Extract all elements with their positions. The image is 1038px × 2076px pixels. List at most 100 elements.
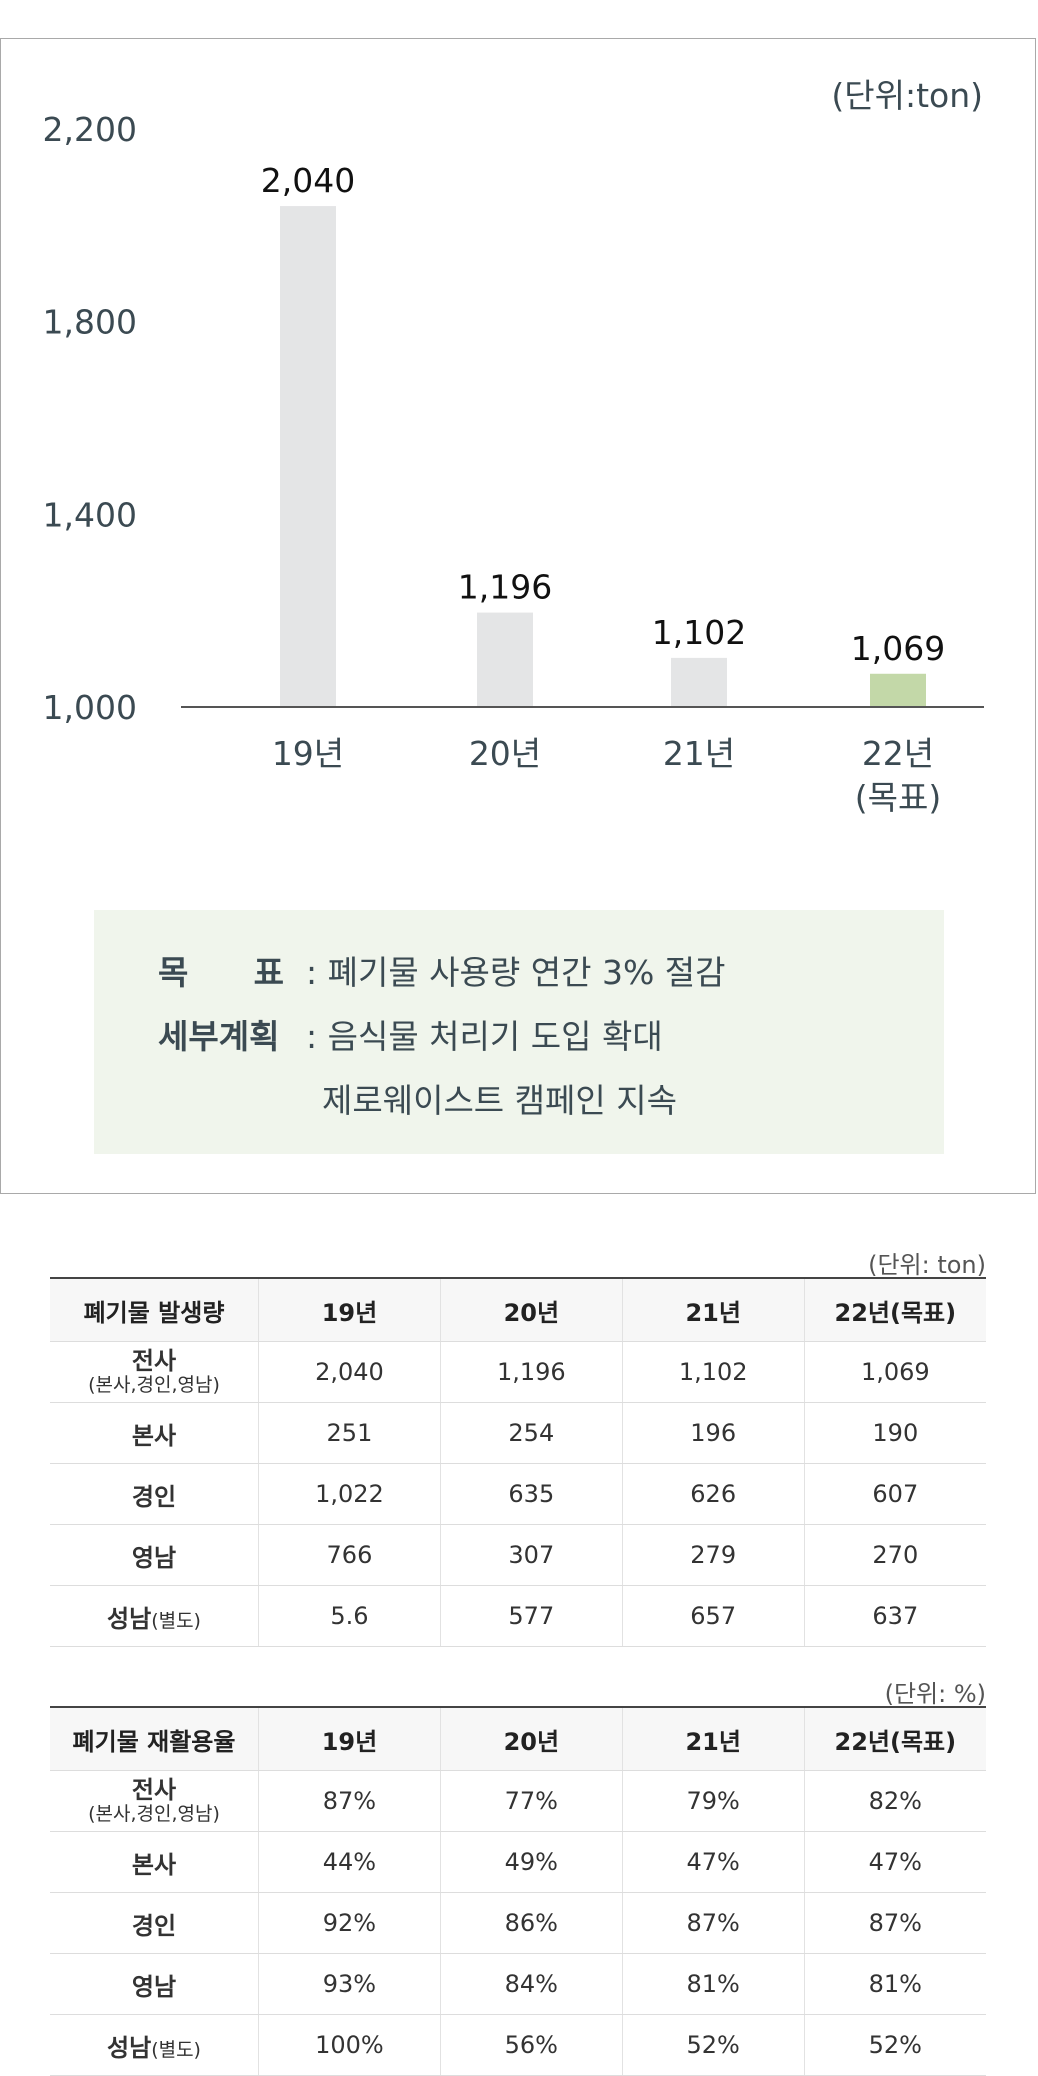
goal-label: 목 표 xyxy=(158,953,284,992)
bar-chart: 1,000 1,400 1,800 2,200 2,040 1,196 1,102 1,069… xyxy=(43,110,984,817)
y-tick-label: 1,000 xyxy=(43,688,137,727)
table-cell: 635 xyxy=(439,1463,623,1525)
table-cell: 254 xyxy=(439,1402,623,1464)
table-cell: 87% xyxy=(621,1892,805,1954)
table-header-row: 폐기물 발생량 19년 20년 21년 22년(목표) xyxy=(50,1277,986,1342)
row-label: 경인 xyxy=(50,1463,259,1525)
table-cell: 607 xyxy=(803,1463,986,1525)
row-label-text: 영남 xyxy=(131,1543,177,1572)
row-label-text: 전사 xyxy=(131,1347,177,1375)
row-label-text: 영남 xyxy=(131,1972,177,2001)
plan-text-1: : 음식물 처리기 도입 확대 xyxy=(306,1017,663,1056)
x-tick-label: 22년 xyxy=(862,734,934,773)
table-cell: 307 xyxy=(439,1524,623,1586)
table-cell: 657 xyxy=(621,1585,805,1647)
data-label: 2,040 xyxy=(261,161,355,200)
table-row: 경인 92% 86% 87% 87% xyxy=(50,1892,986,1954)
y-tick-label: 1,800 xyxy=(43,303,137,342)
table-row: 성남(별도) 100% 56% 52% 52% xyxy=(50,2014,986,2076)
table-cell: 5.6 xyxy=(258,1585,441,1647)
table-cell: 77% xyxy=(439,1770,623,1832)
table-header-label: 폐기물 재활용율 xyxy=(50,1706,259,1771)
goal-panel: 목 표 : 폐기물 사용량 연간 3% 절감 세부계획 : 음식물 처리기 도입… xyxy=(94,910,944,1154)
table-cell: 52% xyxy=(621,2014,805,2076)
table-header-year: 20년 xyxy=(439,1277,623,1342)
table-cell: 637 xyxy=(803,1585,986,1647)
row-label-note: (별도) xyxy=(151,2038,201,2061)
table-row: 본사 44% 49% 47% 47% xyxy=(50,1831,986,1893)
row-label-text: 본사 xyxy=(131,1421,177,1450)
bar xyxy=(671,657,727,707)
x-tick-label: 19년 xyxy=(272,734,344,773)
table-cell: 766 xyxy=(258,1524,441,1586)
bar xyxy=(280,206,336,708)
x-tick-label: (목표) xyxy=(855,778,941,817)
table-cell: 79% xyxy=(621,1770,805,1832)
table-cell: 87% xyxy=(803,1892,986,1954)
table-cell: 81% xyxy=(803,1953,986,2015)
table-cell: 196 xyxy=(621,1402,805,1464)
data-label: 1,102 xyxy=(652,613,746,652)
table1-unit: (단위: ton) xyxy=(868,1251,986,1279)
data-label: 1,069 xyxy=(851,629,945,668)
row-label-sub: (본사,경인,영남) xyxy=(88,1803,220,1825)
row-label-text: 본사 xyxy=(131,1850,177,1879)
table-cell: 251 xyxy=(258,1402,441,1464)
row-label: 영남 xyxy=(50,1524,259,1586)
row-label-text: 경인 xyxy=(131,1911,177,1940)
table-row: 전사 (본사,경인,영남) 87% 77% 79% 82% xyxy=(50,1770,986,1832)
y-tick-label: 1,400 xyxy=(43,495,137,534)
data-label: 1,196 xyxy=(458,568,552,607)
row-label-text: 전사 xyxy=(131,1776,177,1804)
table-row: 경인 1,022 635 626 607 xyxy=(50,1463,986,1525)
row-label-text: 성남 xyxy=(107,2033,152,2062)
table-cell: 47% xyxy=(621,1831,805,1893)
table-cell: 82% xyxy=(803,1770,986,1832)
row-label: 본사 xyxy=(50,1402,259,1464)
table-cell: 1,069 xyxy=(803,1341,986,1403)
table-row: 본사 251 254 196 190 xyxy=(50,1402,986,1464)
table-cell: 2,040 xyxy=(258,1341,441,1403)
table-cell: 93% xyxy=(258,1953,441,2015)
table-header-label: 폐기물 발생량 xyxy=(50,1277,259,1342)
x-tick-label: 21년 xyxy=(663,734,735,773)
table-cell: 270 xyxy=(803,1524,986,1586)
bar xyxy=(870,673,926,707)
table-row: 영남 766 307 279 270 xyxy=(50,1524,986,1586)
row-label: 본사 xyxy=(50,1831,259,1893)
table-header-year: 19년 xyxy=(258,1706,441,1771)
table-header-year: 21년 xyxy=(621,1706,805,1771)
table-cell: 84% xyxy=(439,1953,623,2015)
goal-text: : 폐기물 사용량 연간 3% 절감 xyxy=(306,953,726,992)
table-cell: 92% xyxy=(258,1892,441,1954)
table-cell: 56% xyxy=(439,2014,623,2076)
table-row: 영남 93% 84% 81% 81% xyxy=(50,1953,986,2015)
chart-panel: (단위:ton) 1,000 1,400 1,800 2,200 2,040 1,196 1… xyxy=(0,38,1036,1194)
table-cell: 81% xyxy=(621,1953,805,2015)
row-label-sub: (본사,경인,영남) xyxy=(88,1374,220,1396)
table-row: 성남(별도) 5.6 577 657 637 xyxy=(50,1585,986,1647)
plan-label: 세부계획 xyxy=(158,1017,280,1056)
row-label-text: 경인 xyxy=(131,1482,177,1511)
table-header-row: 폐기물 재활용율 19년 20년 21년 22년(목표) xyxy=(50,1706,986,1771)
table-cell: 52% xyxy=(803,2014,986,2076)
table-cell: 100% xyxy=(258,2014,441,2076)
row-label: 성남(별도) xyxy=(50,2014,259,2076)
row-label: 영남 xyxy=(50,1953,259,2015)
table-cell: 577 xyxy=(439,1585,623,1647)
table-cell: 87% xyxy=(258,1770,441,1832)
table-cell: 49% xyxy=(439,1831,623,1893)
row-label: 성남(별도) xyxy=(50,1585,259,1647)
waste-recycling-table: 폐기물 재활용율 19년 20년 21년 22년(목표) 전사 (본사,경인,영남) 87% 7… xyxy=(50,1706,986,2076)
table-cell: 279 xyxy=(621,1524,805,1586)
table-row: 전사 (본사,경인,영남) 2,040 1,196 1,102 1,069 xyxy=(50,1341,986,1403)
table-header-year: 21년 xyxy=(621,1277,805,1342)
table-header-year: 20년 xyxy=(439,1706,623,1771)
table-header-year: 22년(목표) xyxy=(803,1706,986,1771)
row-label: 경인 xyxy=(50,1892,259,1954)
row-label-note: (별도) xyxy=(151,1609,201,1632)
table-cell: 86% xyxy=(439,1892,623,1954)
table-cell: 1,022 xyxy=(258,1463,441,1525)
table-cell: 47% xyxy=(803,1831,986,1893)
table-header-year: 22년(목표) xyxy=(803,1277,986,1342)
